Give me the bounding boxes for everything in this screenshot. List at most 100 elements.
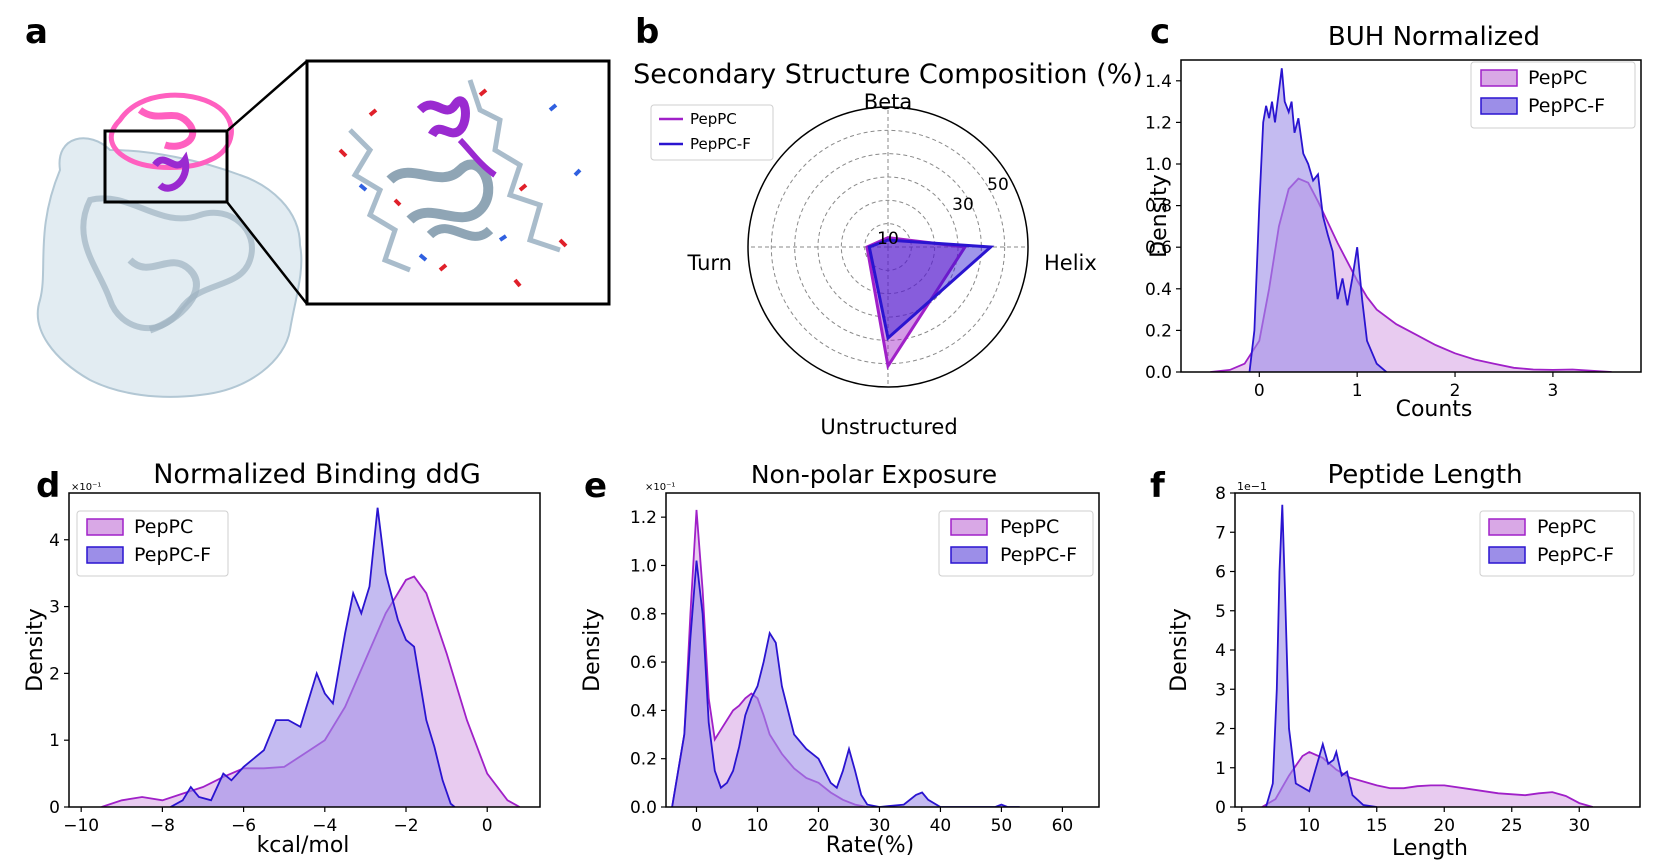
panel-label-d: d (36, 466, 60, 506)
chart-c-ytick-label: 0.4 (1145, 280, 1172, 300)
chart-f-ytick-label: 3 (1215, 680, 1226, 700)
chart-c-line-peppc-f (1248, 68, 1388, 372)
peptide-ribbon (108, 92, 234, 170)
chart-e-xtick-label: 10 (747, 816, 769, 836)
chart-d-ylabel: Density (23, 608, 48, 692)
radar-axis-label-beta: Beta (864, 90, 912, 114)
chart-c-ytick-label: 1.0 (1145, 155, 1172, 175)
chart-e-ticks: 0 10 20 30 40 50 60 0.0 0.2 0.4 0.6 0.8 1.0 1.2 (630, 508, 1073, 836)
chart-d-title: Normalized Binding ddG (153, 459, 481, 490)
chart-f-ytick-label: 4 (1215, 641, 1226, 661)
chart-f-ytick-label: 6 (1215, 563, 1226, 583)
chart-d-yscale-label: ×10⁻¹ (71, 482, 101, 493)
chart-c-series-group (1210, 68, 1612, 372)
chart-d-xtick-label: 0 (482, 816, 493, 836)
chart-f-ytick-label: 2 (1215, 720, 1226, 740)
chart-e-ytick-label: 1.0 (630, 556, 657, 576)
chart-c-ticks: 0 1 2 3 0.0 0.2 0.4 0.6 0.8 1.0 1.2 1.4 (1145, 72, 1558, 401)
chart-e-series-group (671, 509, 1020, 807)
chart-e-ytick-label: 0.4 (630, 701, 657, 721)
chart-d-ytick-label: 3 (49, 598, 60, 618)
chart-e-legend: PepPC PepPC-F (938, 510, 1094, 577)
chart-e-ylabel: Density (580, 608, 605, 692)
chart-e-legend-label-peppc: PepPC (1000, 516, 1059, 538)
chart-c-legend: PepPC PepPC-F (1470, 61, 1636, 129)
chart-f-xtick-label: 5 (1236, 816, 1247, 836)
chart-f-area-peppc-f (1266, 504, 1377, 807)
chart-e-ytick-label: 0.8 (630, 605, 657, 625)
panel-label-f: f (1150, 466, 1166, 506)
chart-f-legend-label-peppc-f: PepPC-F (1537, 544, 1614, 566)
chart-f-ylabel: Density (1167, 608, 1192, 692)
chart-f-ticks: 5 10 15 20 25 30 0 1 2 3 4 5 6 7 8 (1215, 484, 1590, 836)
radar-title: Secondary Structure Composition (%) (633, 59, 1143, 90)
chart-f-xtick-label: 10 (1298, 816, 1320, 836)
chart-e-ytick-label: 1.2 (630, 508, 657, 528)
chart-d-ytick-label: 2 (49, 664, 60, 684)
zoom-connector-top (226, 60, 308, 132)
chart-d-line-peppc-f (170, 507, 456, 807)
chart-f-line-peppc (1261, 750, 1594, 807)
chart-e-ytick-label: 0.2 (630, 750, 657, 770)
radar-grid-ring (840, 199, 936, 295)
chart-f-legend-swatch-peppc (1488, 518, 1526, 536)
chart-f-xtick-label: 25 (1501, 816, 1523, 836)
radar-axis-label-helix: Helix (1044, 251, 1097, 275)
chart-c-frame (1180, 59, 1642, 373)
chart-e-area-peppc-f (672, 560, 1020, 807)
chart-f-ytick-label: 5 (1215, 602, 1226, 622)
chart-c-xlabel: Counts (1396, 397, 1473, 422)
chart-c-legend-label-peppc: PepPC (1528, 67, 1587, 89)
radar-series-group (865, 236, 995, 371)
panel-c: c BUH Normalized 0 1 2 3 0.0 0.2 0.4 0.6 0.8 1.0 1… (1145, 12, 1642, 422)
chart-e-ytick-label: 0.6 (630, 653, 657, 673)
zoom-connector-bottom (226, 201, 308, 305)
chart-e-line-peppc-f (671, 560, 1020, 807)
chart-d-frame (68, 492, 541, 808)
chart-d-xtick-label: −6 (231, 816, 256, 836)
chart-d-series-group (101, 507, 521, 807)
chart-c-ytick-label: 1.2 (1145, 113, 1172, 133)
chart-f-xlabel: Length (1392, 836, 1468, 861)
chart-c-ytick-label: 1.4 (1145, 72, 1172, 92)
chart-c-xtick-label: 0 (1254, 381, 1265, 401)
radar-axis-label-turn: Turn (686, 251, 732, 275)
radar-rtick-10: 10 (877, 229, 899, 249)
chart-c-xtick-label: 1 (1352, 381, 1363, 401)
panel-f: f 1e−1 Peptide Length 5 10 15 20 25 30 0 1 2 3 4 5 6… (1150, 460, 1641, 861)
chart-e-xtick-label: 40 (930, 816, 952, 836)
chart-c-legend-label-peppc-f: PepPC-F (1528, 95, 1605, 117)
chart-c-ytick-label: 0.0 (1145, 363, 1172, 383)
chart-e-frame (665, 492, 1100, 808)
chart-c-title: BUH Normalized (1328, 22, 1540, 52)
chart-f-ytick-label: 8 (1215, 484, 1226, 504)
chart-e-ytick-label: 0.0 (630, 798, 657, 818)
panel-label-b: b (635, 12, 659, 52)
chart-c-legend-swatch-peppc (1480, 69, 1518, 87)
chart-e-legend-label-peppc-f: PepPC-F (1000, 544, 1077, 566)
radar-rtick-30: 30 (952, 195, 974, 215)
radar-outer-ring (747, 106, 1029, 388)
chart-f-legend-swatch-peppc-f (1488, 546, 1526, 564)
chart-d-xtick-label: −2 (393, 816, 418, 836)
chart-c-xtick-label: 2 (1450, 381, 1461, 401)
radar-grid (747, 106, 1029, 388)
chart-e-xtick-label: 0 (691, 816, 702, 836)
chart-e-legend-swatch-peppc-f (950, 546, 988, 564)
chart-c-ytick-label: 0.6 (1145, 238, 1172, 258)
protein-surface-illustration (36, 60, 308, 398)
radar-legend-label-peppc-f: PepPC-F (690, 135, 751, 153)
radar-legend: PepPC PepPC-F (650, 104, 774, 161)
panel-b: b Secondary Structure Composition (%) Be… (633, 12, 1143, 439)
chart-e-title: Non-polar Exposure (751, 460, 997, 489)
chart-f-legend-label-peppc: PepPC (1537, 516, 1596, 538)
chart-d-xtick-label: −4 (312, 816, 337, 836)
chart-c-ytick-label: 0.8 (1145, 197, 1172, 217)
chart-e-xtick-label: 60 (1052, 816, 1074, 836)
chart-f-xtick-label: 20 (1433, 816, 1455, 836)
radar-series-peppc-f (867, 238, 995, 341)
chart-f-xtick-label: 30 (1568, 816, 1590, 836)
chart-d-legend-swatch-peppc-f (86, 546, 124, 564)
chart-e-xtick-label: 30 (869, 816, 891, 836)
chart-c-area-peppc-f (1249, 68, 1387, 372)
